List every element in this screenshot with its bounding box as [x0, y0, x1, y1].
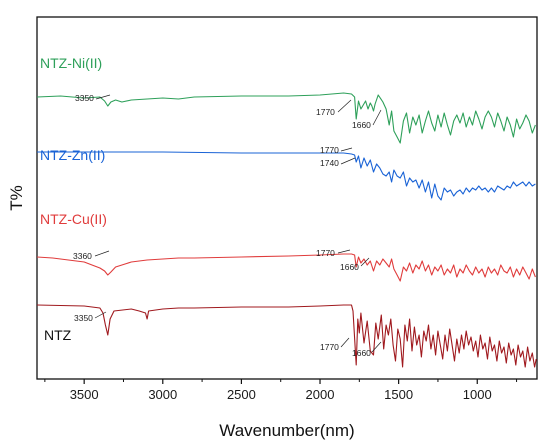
- x-tick-label-1000: 1000: [463, 387, 492, 402]
- x-axis-ticks: 3500 3000 2500 2000 1500 1000: [44, 379, 518, 402]
- annotation-1770: 1770: [316, 248, 335, 258]
- series-group: [36, 92, 537, 368]
- annotation-3360: 3360: [73, 251, 92, 261]
- series-label-0: NTZ-Ni(II): [40, 55, 102, 71]
- annotation-leader: [95, 94, 111, 100]
- annotation-1770: 1770: [320, 145, 339, 155]
- annotations-group: 3350 1770 1660 1770 1740 3360 1770 1660 3350 1770…: [73, 93, 382, 358]
- series-label-1: NTZ-Zn(II): [40, 147, 105, 163]
- annotation-leader: [371, 341, 382, 353]
- x-tick-label-2500: 2500: [227, 387, 256, 402]
- annotation-leader: [337, 99, 352, 113]
- annotation-leader: [337, 249, 351, 254]
- annotation-leader: [340, 337, 350, 348]
- x-tick-label-1500: 1500: [384, 387, 413, 402]
- series-line-3: [36, 304, 537, 368]
- x-tick-label-3500: 3500: [70, 387, 99, 402]
- plot-frame: [36, 16, 538, 380]
- series-line-2: [36, 253, 536, 282]
- annotation-1770: 1770: [316, 107, 335, 117]
- series-label-2: NTZ-Cu(II): [40, 211, 107, 227]
- annotation-leader: [94, 311, 107, 319]
- series-line-0: [36, 92, 536, 144]
- annotation-leader: [360, 257, 370, 267]
- series-labels-group: NTZ-Ni(II) NTZ-Zn(II) NTZ-Cu(II) NTZ: [40, 55, 107, 343]
- y-axis-title: T%: [7, 185, 26, 211]
- series-label-3: NTZ: [44, 327, 72, 343]
- annotation-1660: 1660: [340, 262, 359, 272]
- x-tick-label-2000: 2000: [306, 387, 335, 402]
- annotation-3350: 3350: [75, 93, 94, 103]
- series-line-1: [37, 151, 536, 201]
- x-tick-label-3000: 3000: [148, 387, 177, 402]
- annotation-1660: 1660: [352, 120, 371, 130]
- annotation-leader: [372, 109, 382, 126]
- annotation-leader: [94, 250, 110, 257]
- annotation-3350: 3350: [74, 313, 93, 323]
- annotation-1660: 1660: [352, 348, 371, 358]
- annotation-1740: 1740: [320, 158, 339, 168]
- annotation-leader: [340, 147, 353, 152]
- annotation-1770: 1770: [320, 342, 339, 352]
- x-axis-title: Wavenumber(nm): [219, 421, 354, 440]
- annotation-leader: [340, 157, 356, 165]
